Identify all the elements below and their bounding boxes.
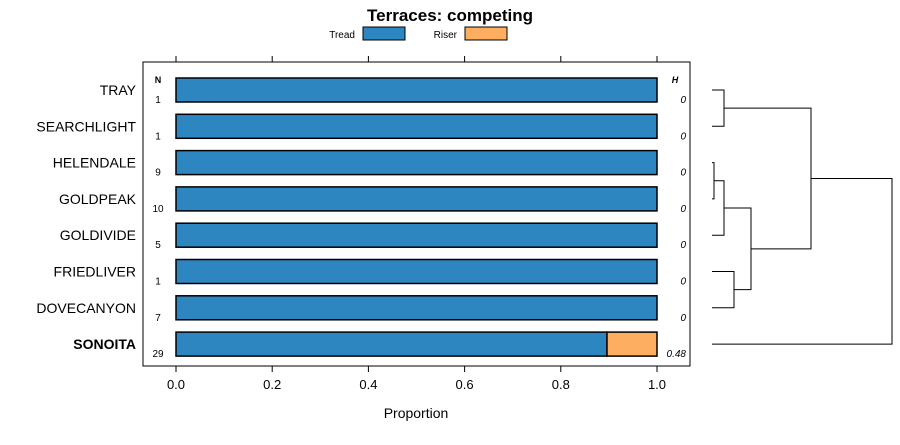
h-value: 0.48 <box>667 349 687 360</box>
x-tick-label: 1.0 <box>648 377 666 392</box>
x-tick-label: 0.4 <box>359 377 377 392</box>
bar-tread <box>175 331 608 357</box>
n-value: 7 <box>155 313 161 324</box>
legend-swatch <box>362 26 406 41</box>
h-value: 0 <box>680 240 686 251</box>
dendrogram-branch <box>724 107 812 250</box>
bar-riser <box>606 331 658 357</box>
dendrogram-branch <box>712 177 893 345</box>
dendrogram <box>712 89 893 345</box>
bar-tread <box>175 77 658 103</box>
x-axis-label: Proportion <box>384 405 449 421</box>
category-label: SEARCHLIGHT <box>36 118 136 134</box>
legend: Tread Riser <box>329 26 508 41</box>
bar-tread <box>175 149 658 176</box>
category-label: GOLDPEAK <box>59 191 137 207</box>
category-label: HELENDALE <box>53 155 136 171</box>
n-value: 1 <box>155 277 161 288</box>
x-tick-label: 0.6 <box>456 377 474 392</box>
chart-title: Terraces: competing <box>367 6 533 25</box>
h-value: 0 <box>680 204 686 215</box>
bar-tread <box>175 186 658 212</box>
x-tick-label: 0.2 <box>263 377 281 392</box>
n-value: 10 <box>152 204 164 215</box>
legend-swatch <box>464 26 508 41</box>
n-value: 29 <box>152 349 164 360</box>
h-value: 0 <box>680 95 686 106</box>
category-label: SONOITA <box>73 336 136 352</box>
plot-panel <box>142 61 691 367</box>
h-value: 0 <box>680 277 686 288</box>
h-value: 0 <box>680 313 686 324</box>
n-value: 1 <box>155 95 161 106</box>
axes: 0.0 0.2 0.4 0.6 0.8 1.0 <box>167 56 666 392</box>
bar-tread <box>175 113 658 140</box>
bar-tread <box>175 222 658 248</box>
h-value: 0 <box>680 131 686 142</box>
category-label: DOVECANYON <box>36 300 136 316</box>
dendrogram-branch <box>724 207 752 291</box>
x-tick-label: 0.0 <box>167 377 185 392</box>
bar-tread <box>175 258 658 285</box>
category-label: GOLDIVIDE <box>60 227 136 243</box>
legend-label: Riser <box>434 30 458 41</box>
n-value: 9 <box>155 168 161 179</box>
dendrogram-branch <box>712 271 735 309</box>
n-header: N <box>155 75 162 85</box>
dendrogram-branch <box>712 162 715 200</box>
dendrogram-branch <box>712 89 725 127</box>
h-value: 0 <box>680 168 686 179</box>
n-value: 5 <box>155 240 161 251</box>
category-label: TRAY <box>100 82 137 98</box>
bar-tread <box>175 295 658 321</box>
h-header: H <box>672 75 679 85</box>
category-label: FRIEDLIVER <box>54 264 136 280</box>
legend-label: Tread <box>329 30 355 41</box>
bars <box>175 77 658 357</box>
n-value: 1 <box>155 131 161 142</box>
x-tick-label: 0.8 <box>552 377 570 392</box>
